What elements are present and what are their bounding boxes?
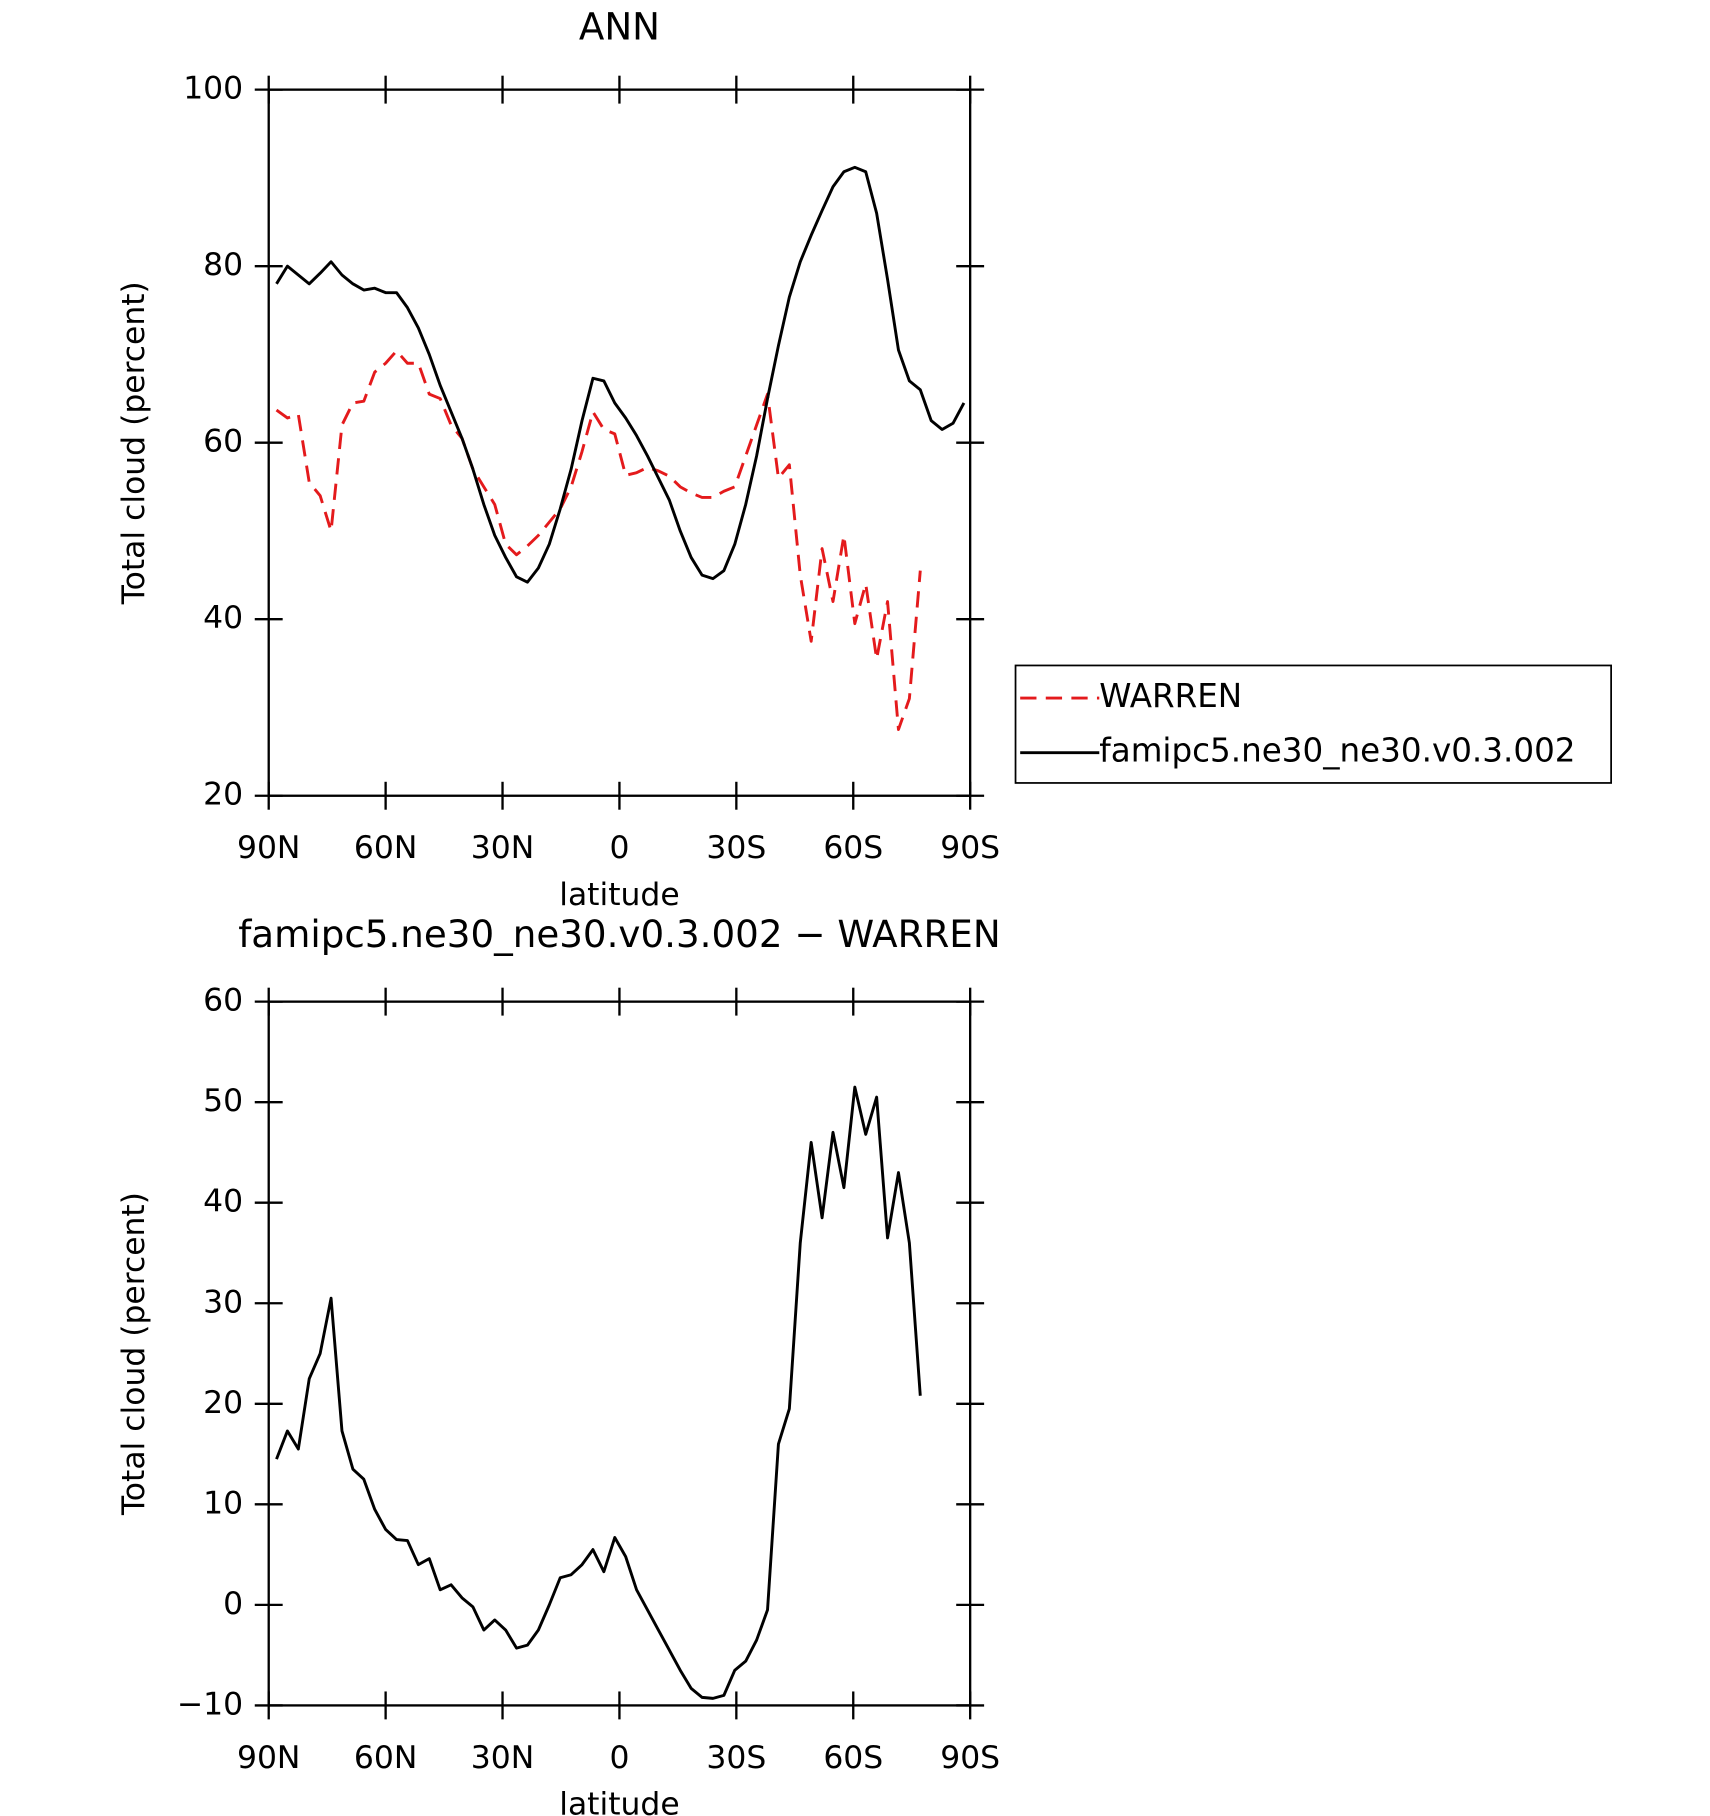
y-tick-label: 40: [203, 600, 243, 636]
legend-label: WARREN: [1099, 677, 1242, 715]
plot-frame: [267, 1000, 972, 1707]
y-axis-label: Total cloud (percent): [116, 281, 152, 605]
x-tick-label: 30N: [471, 1740, 534, 1776]
x-tick-label: 60N: [354, 830, 417, 866]
x-tick-label: 30S: [706, 1740, 766, 1776]
y-axis-label: Total cloud (percent): [116, 1192, 152, 1516]
y-tick-label: 80: [203, 247, 243, 283]
x-tick-label: 90N: [237, 1740, 300, 1776]
x-tick-label: 90S: [940, 1740, 1000, 1776]
x-tick-label: 60S: [823, 830, 883, 866]
x-tick-label: 0: [609, 830, 629, 866]
y-tick-label: 60: [203, 424, 243, 460]
y-tick-label: 10: [203, 1485, 243, 1521]
y-tick-label: 20: [203, 777, 243, 813]
y-tick-label: 50: [203, 1083, 243, 1119]
x-tick-label: 90N: [237, 830, 300, 866]
y-tick-label: 60: [203, 983, 243, 1019]
x-axis-label: latitude: [559, 877, 679, 913]
plot-frame: [267, 88, 972, 797]
y-tick-label: 100: [183, 71, 243, 107]
x-tick-label: 0: [609, 1740, 629, 1776]
x-axis-label: latitude: [559, 1786, 679, 1816]
x-tick-label: 60N: [354, 1740, 417, 1776]
x-tick-label: 60S: [823, 1740, 883, 1776]
y-tick-label: −10: [177, 1686, 243, 1722]
data-line: [275, 1085, 922, 1700]
y-tick-label: 30: [203, 1284, 243, 1320]
chart-title: ANN: [579, 5, 660, 49]
x-tick-label: 30N: [471, 830, 534, 866]
data-line: [275, 349, 922, 731]
x-tick-label: 30S: [706, 830, 766, 866]
y-tick-label: 0: [223, 1586, 243, 1622]
chart-title: famipc5.ne30_ne30.v0.3.002 − WARREN: [238, 912, 1000, 956]
legend-box: [1014, 664, 1612, 784]
y-tick-label: 40: [203, 1184, 243, 1220]
x-tick-label: 90S: [940, 830, 1000, 866]
y-tick-label: 20: [203, 1385, 243, 1421]
legend-label: famipc5.ne30_ne30.v0.3.002: [1099, 732, 1575, 770]
data-line: [275, 165, 966, 584]
